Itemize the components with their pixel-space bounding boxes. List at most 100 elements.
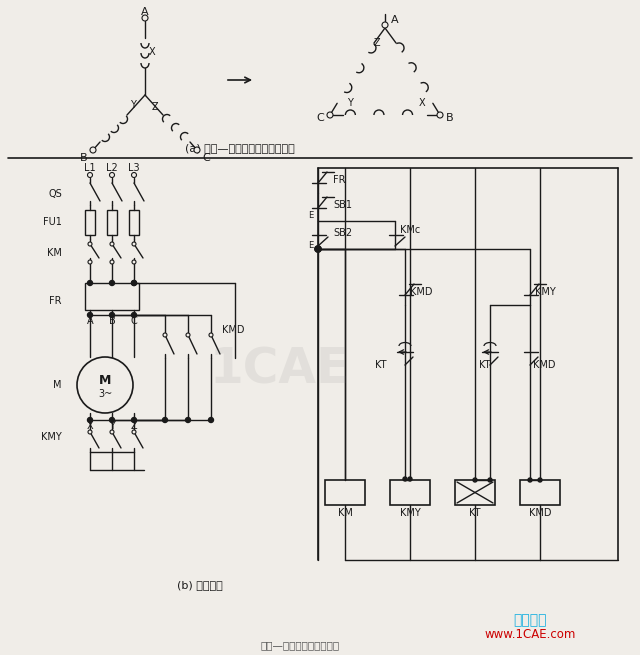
Text: 3~: 3~ xyxy=(98,389,112,399)
Circle shape xyxy=(315,246,321,252)
Text: L1: L1 xyxy=(84,163,96,173)
Circle shape xyxy=(132,430,136,434)
Bar xyxy=(85,210,95,235)
Circle shape xyxy=(88,242,92,246)
Circle shape xyxy=(131,417,136,422)
Text: KMD: KMD xyxy=(529,508,551,518)
Text: Z: Z xyxy=(152,102,158,112)
Circle shape xyxy=(109,172,115,178)
Bar xyxy=(85,283,139,310)
Text: KM: KM xyxy=(47,248,62,258)
Text: QS: QS xyxy=(48,189,62,199)
Text: SB2: SB2 xyxy=(333,228,352,238)
Text: www.1CAE.com: www.1CAE.com xyxy=(484,629,576,641)
Text: Z: Z xyxy=(131,421,138,431)
Text: FR: FR xyxy=(49,296,62,306)
Text: B: B xyxy=(446,113,454,123)
Circle shape xyxy=(403,477,407,481)
Text: KMD: KMD xyxy=(533,360,556,370)
Text: X: X xyxy=(419,98,426,108)
Circle shape xyxy=(132,260,136,264)
Text: KT: KT xyxy=(469,508,481,518)
Circle shape xyxy=(109,312,115,318)
Text: KMY: KMY xyxy=(399,508,420,518)
Bar xyxy=(390,480,430,505)
Circle shape xyxy=(110,260,114,264)
Bar xyxy=(455,480,495,505)
Text: M: M xyxy=(54,380,62,390)
Circle shape xyxy=(327,112,333,118)
Text: M: M xyxy=(99,375,111,388)
Circle shape xyxy=(163,333,167,337)
Circle shape xyxy=(186,417,191,422)
Bar xyxy=(325,480,365,505)
Circle shape xyxy=(110,242,114,246)
Circle shape xyxy=(88,417,93,422)
Text: Z: Z xyxy=(374,38,380,48)
Text: L3: L3 xyxy=(128,163,140,173)
Circle shape xyxy=(473,478,477,482)
Circle shape xyxy=(538,478,542,482)
Circle shape xyxy=(163,417,168,422)
Circle shape xyxy=(437,112,443,118)
Circle shape xyxy=(408,477,412,481)
Text: 星形—三角形自动控制线路: 星形—三角形自动控制线路 xyxy=(260,640,340,650)
Text: X: X xyxy=(148,47,156,57)
Text: C: C xyxy=(316,113,324,123)
Text: (a) 星形—三角形转换绕组连接图: (a) 星形—三角形转换绕组连接图 xyxy=(185,143,295,153)
Text: E: E xyxy=(308,212,313,221)
Circle shape xyxy=(315,246,321,252)
Text: 仿真在线: 仿真在线 xyxy=(513,613,547,627)
Circle shape xyxy=(88,430,92,434)
Circle shape xyxy=(132,242,136,246)
Text: C: C xyxy=(131,316,138,326)
Text: B: B xyxy=(80,153,88,163)
Bar xyxy=(107,210,117,235)
Circle shape xyxy=(88,260,92,264)
Circle shape xyxy=(131,280,136,286)
Circle shape xyxy=(315,246,321,252)
Text: KM: KM xyxy=(337,508,353,518)
Text: Y: Y xyxy=(347,98,353,108)
Text: SB1: SB1 xyxy=(333,200,352,210)
Text: B: B xyxy=(109,316,115,326)
Text: KT: KT xyxy=(479,360,490,370)
Text: FU1: FU1 xyxy=(43,217,62,227)
Circle shape xyxy=(88,280,93,286)
Circle shape xyxy=(110,430,114,434)
Circle shape xyxy=(90,147,96,153)
Circle shape xyxy=(131,172,136,178)
Text: KMD: KMD xyxy=(222,325,244,335)
Circle shape xyxy=(194,147,200,153)
Text: KMY: KMY xyxy=(41,432,62,442)
Bar xyxy=(129,210,139,235)
Text: FR: FR xyxy=(333,175,346,185)
Text: C: C xyxy=(202,153,210,163)
Circle shape xyxy=(186,333,190,337)
Text: E: E xyxy=(308,242,313,250)
Text: A: A xyxy=(391,15,399,25)
Circle shape xyxy=(142,15,148,21)
Text: KMY: KMY xyxy=(535,287,556,297)
Circle shape xyxy=(528,478,532,482)
Text: L2: L2 xyxy=(106,163,118,173)
Circle shape xyxy=(131,312,136,318)
Text: Y: Y xyxy=(130,100,136,110)
Circle shape xyxy=(209,333,213,337)
Text: X: X xyxy=(86,421,93,431)
Text: Y: Y xyxy=(109,421,115,431)
Text: (b) 控制线路: (b) 控制线路 xyxy=(177,580,223,590)
Circle shape xyxy=(88,312,93,318)
Circle shape xyxy=(382,22,388,28)
Circle shape xyxy=(109,280,115,286)
Text: A: A xyxy=(141,7,149,17)
Bar xyxy=(520,480,560,505)
Circle shape xyxy=(488,478,492,482)
Text: A: A xyxy=(86,316,93,326)
Circle shape xyxy=(109,417,115,422)
Text: 1CAE: 1CAE xyxy=(210,346,350,394)
Text: KMc: KMc xyxy=(400,225,420,235)
Text: KMD: KMD xyxy=(410,287,433,297)
Text: KT: KT xyxy=(376,360,387,370)
Circle shape xyxy=(88,172,93,178)
